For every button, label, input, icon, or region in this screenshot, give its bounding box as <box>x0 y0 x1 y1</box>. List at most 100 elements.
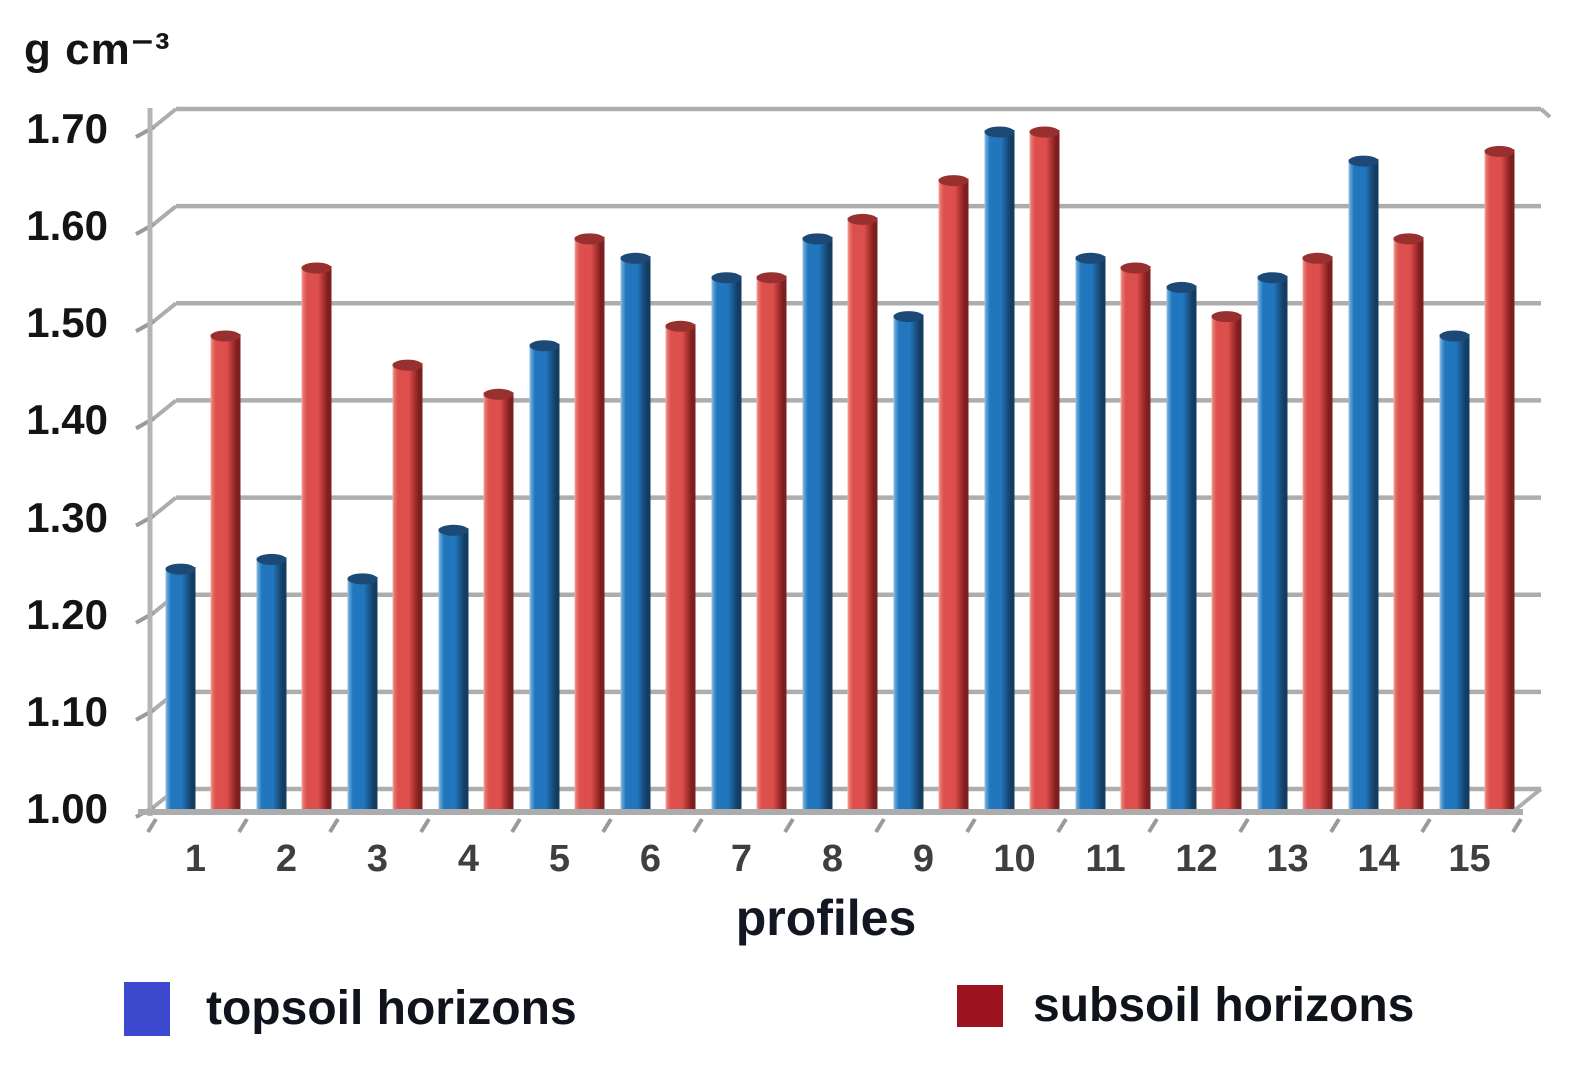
bar-cap <box>574 233 605 245</box>
topsoil-legend-swatch <box>124 982 170 1036</box>
bar-cap <box>938 175 969 187</box>
bar-cap <box>210 330 241 342</box>
bar-group-10 <box>984 126 1060 809</box>
bar-cap <box>665 320 696 332</box>
bar-topsoil-p3 <box>347 576 378 809</box>
bar-topsoil-p5 <box>529 343 560 809</box>
bar-topsoil-p10 <box>984 130 1015 809</box>
y-tick-label-1.40: 1.40 <box>26 396 108 444</box>
x-tick-label-5: 5 <box>548 838 571 880</box>
bar-group-8 <box>802 213 878 809</box>
bar-cap <box>529 340 560 352</box>
bar-subsoil-p12 <box>1211 314 1242 809</box>
bar-topsoil-p2 <box>256 557 287 809</box>
x-tick-label-7: 7 <box>730 838 753 880</box>
bar-cap <box>483 388 514 400</box>
x-tick-label-12: 12 <box>1175 838 1218 880</box>
bar-group-7 <box>711 272 787 809</box>
bar-cap <box>1302 252 1333 264</box>
bar-cap <box>756 272 787 284</box>
bar-cap <box>1075 252 1106 264</box>
bar-group-2 <box>256 262 332 809</box>
bar-topsoil-p9 <box>893 314 924 809</box>
bar-cap <box>1029 126 1060 138</box>
bar-topsoil-p8 <box>802 236 833 809</box>
bar-subsoil-p13 <box>1302 256 1333 809</box>
bar-cap <box>438 524 469 536</box>
y-tick-label-1.30: 1.30 <box>26 493 108 541</box>
bar-subsoil-p2 <box>301 266 332 809</box>
y-tick-label-1.50: 1.50 <box>26 299 108 347</box>
bar-cap <box>893 311 924 323</box>
legend-item-topsoil: topsoil horizons <box>124 982 577 1036</box>
bar-subsoil-p3 <box>392 363 423 809</box>
bar-topsoil-p6 <box>620 256 651 809</box>
axes <box>138 108 1543 834</box>
y-tick-label-1.00: 1.00 <box>26 785 108 832</box>
bar-cap <box>847 213 878 225</box>
bar-topsoil-p1 <box>165 567 196 809</box>
bar-cap <box>1166 281 1197 293</box>
x-tick-label-10: 10 <box>993 838 1036 880</box>
y-axis-unit-label: g cm⁻³ <box>24 25 171 74</box>
bar-subsoil-p10 <box>1029 130 1060 809</box>
subsoil-legend-swatch <box>957 985 1003 1027</box>
y-tick-label-1.10: 1.10 <box>26 687 108 735</box>
bar-cap <box>620 252 651 264</box>
bar-cap <box>1439 330 1470 342</box>
bar-cap <box>984 126 1015 138</box>
bar-group-3 <box>347 359 423 809</box>
bar-subsoil-p5 <box>574 236 605 809</box>
topsoil-legend-label: topsoil horizons <box>206 982 577 1035</box>
x-tick-label-3: 3 <box>366 838 389 880</box>
bar-group-14 <box>1348 155 1424 810</box>
bar-subsoil-p7 <box>756 275 787 809</box>
bar-group-11 <box>1075 252 1151 809</box>
bar-subsoil-p15 <box>1484 149 1515 809</box>
bar-subsoil-p1 <box>210 334 241 809</box>
bar-topsoil-p11 <box>1075 256 1106 809</box>
x-tick-label-14: 14 <box>1357 838 1400 880</box>
bar-group-13 <box>1257 252 1333 809</box>
bar-subsoil-p8 <box>847 217 878 809</box>
y-tick-label-1.70: 1.70 <box>26 105 108 152</box>
x-tick-label-6: 6 <box>639 838 662 880</box>
bar-cap <box>802 233 833 245</box>
bar-subsoil-p9 <box>938 178 969 810</box>
legend-item-subsoil: subsoil horizons <box>957 982 1414 1030</box>
bar-cap <box>392 359 423 371</box>
bar-cap <box>256 553 287 565</box>
bar-cap <box>1484 145 1515 157</box>
bar-group-12 <box>1166 281 1242 809</box>
bar-group-5 <box>529 233 605 809</box>
bar-cap <box>165 563 196 575</box>
bar-topsoil-p4 <box>438 528 469 809</box>
bar-cap <box>1393 233 1424 245</box>
x-tick-label-2: 2 <box>275 838 298 880</box>
x-tick-label-1: 1 <box>184 838 207 880</box>
bar-topsoil-p15 <box>1439 334 1470 809</box>
x-tick-label-8: 8 <box>821 838 844 880</box>
bar-cap <box>1120 262 1151 274</box>
bar-group-4 <box>438 388 514 809</box>
y-tick-label-1.20: 1.20 <box>26 590 108 638</box>
bar-subsoil-p4 <box>483 392 514 809</box>
x-tick-label-4: 4 <box>457 838 480 880</box>
subsoil-legend-label: subsoil horizons <box>1033 979 1415 1032</box>
bar-group-6 <box>620 252 696 809</box>
bar-cap <box>347 573 378 585</box>
x-tick-label-11: 11 <box>1085 838 1126 880</box>
bar-subsoil-p6 <box>665 324 696 809</box>
bar-topsoil-p12 <box>1166 285 1197 809</box>
x-tick-label-15: 15 <box>1448 838 1491 880</box>
bar-cap <box>1348 155 1379 167</box>
y-tick-label-1.60: 1.60 <box>26 202 108 250</box>
bar-group-9 <box>893 175 969 810</box>
bar-topsoil-p14 <box>1348 159 1379 810</box>
bar-subsoil-p14 <box>1393 236 1424 809</box>
bar-cap <box>711 272 742 284</box>
x-tick-label-13: 13 <box>1266 838 1309 880</box>
bar-cap <box>1257 272 1288 284</box>
